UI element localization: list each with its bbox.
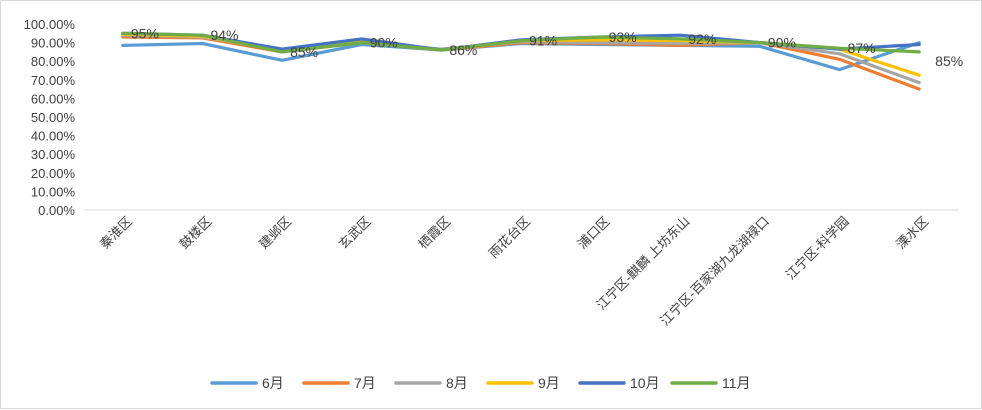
- x-tick-label: 玄武区: [336, 214, 374, 252]
- x-tick-label: 建邺区: [256, 214, 294, 252]
- x-tick-label: 秦淮区: [97, 214, 135, 252]
- x-tick-label: 溧水区: [893, 214, 931, 252]
- y-tick-label: 70.00%: [31, 73, 76, 88]
- data-label: 90%: [370, 35, 398, 51]
- series-line-11月: [121, 31, 921, 54]
- y-tick-label: 60.00%: [31, 91, 76, 106]
- data-label: 87%: [848, 40, 876, 56]
- data-label: 92%: [688, 31, 716, 47]
- data-label: 85%: [935, 53, 963, 69]
- data-label: 86%: [449, 42, 477, 58]
- legend-label: 11月: [722, 375, 751, 391]
- y-axis: 0.00% 10.00% 20.00% 30.00% 40.00% 50.00% 60.00…: [24, 17, 76, 218]
- data-label: 94%: [210, 27, 238, 43]
- legend-label: 9月: [538, 375, 560, 391]
- data-label: 90%: [768, 35, 796, 51]
- y-tick-label: 100.00%: [24, 17, 76, 32]
- x-tick-label: 栖霞区: [415, 214, 453, 252]
- x-tick-label: 江宁区-科学园: [783, 214, 852, 283]
- legend-label: 8月: [446, 375, 468, 391]
- x-tick-label: 雨花台区: [486, 214, 533, 261]
- legend-label: 7月: [354, 375, 376, 391]
- x-tick-label: 鼓楼区: [176, 214, 214, 252]
- data-label: 95%: [131, 25, 159, 41]
- legend-label: 10月: [630, 375, 660, 391]
- legend-label: 6月: [262, 375, 284, 391]
- y-tick-label: 90.00%: [31, 36, 76, 51]
- y-tick-label: 80.00%: [31, 54, 76, 69]
- y-tick-label: 40.00%: [31, 129, 76, 144]
- legend: 6月 7月 8月 9月 10月 11月: [210, 375, 751, 391]
- data-label: 93%: [609, 29, 637, 45]
- y-tick-label: 10.00%: [31, 184, 76, 199]
- series-lines: [121, 31, 921, 91]
- x-tick-label: 浦口区: [575, 214, 613, 252]
- y-tick-label: 20.00%: [31, 166, 76, 181]
- y-tick-label: 30.00%: [31, 147, 76, 162]
- data-labels: 95% 94% 85% 90% 86% 91% 93% 92% 90% 87% 85%: [131, 25, 963, 69]
- data-label: 91%: [529, 33, 557, 49]
- y-tick-label: 0.00%: [38, 203, 75, 218]
- data-label: 85%: [290, 44, 318, 60]
- y-tick-label: 50.00%: [31, 110, 76, 125]
